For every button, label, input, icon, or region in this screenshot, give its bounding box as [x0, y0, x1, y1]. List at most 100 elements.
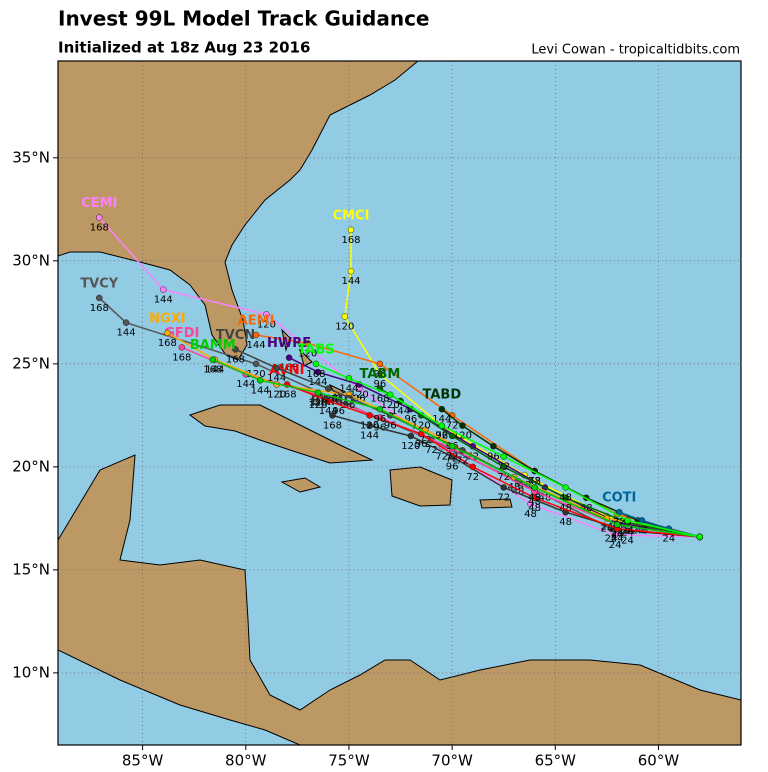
track-point	[273, 364, 280, 372]
model-label: TVCY	[80, 276, 118, 291]
hour-label: 144	[308, 377, 327, 388]
track-point	[438, 422, 446, 429]
hour-label: 48	[528, 492, 541, 503]
hour-label: 168	[370, 394, 389, 405]
hour-label: 48	[528, 503, 541, 514]
model-label: TABD	[422, 388, 461, 403]
hour-label: 24	[609, 540, 622, 551]
track-point	[376, 405, 384, 413]
track-point	[531, 484, 538, 491]
track-point	[314, 389, 322, 396]
y-tick-label: 30°N	[12, 251, 50, 269]
hour-label: 48	[559, 517, 572, 528]
hour-label: 120	[350, 389, 369, 400]
hour-label: 72	[497, 472, 510, 483]
y-tick-label: 35°N	[12, 148, 50, 166]
hour-label: 120	[381, 400, 400, 411]
hour-label: 120	[360, 420, 379, 431]
y-tick-label: 15°N	[12, 560, 50, 578]
track-point	[613, 521, 621, 528]
hour-label: 24	[611, 534, 624, 545]
hour-label: 144	[319, 406, 338, 417]
hour-label: 144	[391, 406, 410, 417]
track-point	[376, 370, 384, 378]
track-point	[209, 356, 216, 363]
hour-label: 144	[339, 383, 358, 394]
hour-label: 120	[401, 441, 420, 452]
x-tick-label: 65°W	[535, 752, 577, 769]
track-point	[345, 375, 353, 382]
track-point	[527, 500, 534, 508]
track-point	[160, 286, 167, 293]
hour-label: 24	[611, 530, 624, 541]
hour-label: 96	[487, 451, 500, 462]
track-point	[407, 432, 415, 440]
track-line	[212, 359, 700, 538]
y-tick-label: 10°N	[12, 663, 50, 681]
track-point	[490, 443, 497, 450]
north-america	[58, 61, 419, 361]
hour-label: 48	[512, 486, 525, 497]
hour-label: 48	[528, 497, 541, 508]
track-line	[98, 217, 700, 538]
model-label: AEMI	[238, 314, 275, 329]
model-label: GFDI	[164, 326, 199, 341]
hour-label: 72	[446, 420, 459, 431]
track-point	[366, 412, 373, 419]
track-point	[329, 412, 336, 419]
hour-label: 96	[446, 462, 459, 473]
track-point	[325, 397, 332, 405]
track-point	[304, 340, 311, 347]
track-point	[164, 329, 171, 337]
hour-label: 72	[435, 431, 448, 442]
track-point	[96, 294, 103, 302]
hour-label: 144	[205, 365, 224, 376]
hour-label: 72	[456, 455, 469, 466]
track-point	[178, 344, 186, 351]
jamaica	[280, 477, 322, 493]
track-line	[315, 363, 700, 538]
hour-label: 120	[335, 321, 354, 332]
hour-label: 72	[425, 445, 438, 456]
model-label: TABM	[360, 367, 401, 382]
hour-label: 48	[580, 503, 593, 514]
hour-label: 24	[621, 536, 634, 547]
track-point	[562, 484, 569, 491]
track-point	[341, 313, 349, 320]
track-point	[500, 453, 507, 460]
map: 24487296120144168CEMI24487296120144168CM…	[58, 61, 741, 745]
track-point	[122, 319, 130, 326]
hour-label: 24	[621, 527, 634, 538]
hour-label: 120	[298, 348, 317, 359]
track-point	[500, 484, 507, 491]
track-point	[347, 226, 355, 234]
model-label: CEMI	[81, 196, 117, 211]
track-point	[96, 214, 103, 221]
hour-label: 48	[539, 492, 552, 503]
hour-label: 48	[528, 492, 541, 503]
credit: Levi Cowan - tropicaltidbits.com	[531, 43, 740, 58]
hour-label: 144	[117, 328, 136, 339]
track-point	[314, 368, 322, 376]
track-point	[438, 405, 446, 413]
hour-label: 96	[404, 414, 417, 425]
hour-label: 168	[90, 223, 109, 234]
central-south-america	[58, 454, 741, 745]
x-tick-label: 85°W	[122, 752, 164, 769]
cuba	[188, 404, 374, 464]
hour-label: 168	[203, 365, 222, 376]
track-point	[448, 443, 456, 450]
track-point	[232, 346, 239, 353]
x-tick-label: 60°W	[638, 752, 680, 769]
hour-label: 168	[226, 354, 245, 365]
x-tick-label: 75°W	[328, 752, 370, 769]
hour-label: 72	[497, 462, 510, 473]
hour-label: 24	[611, 530, 624, 541]
hour-label: 168	[323, 420, 342, 431]
model-label: NGXI	[149, 311, 185, 326]
hour-label: 96	[374, 414, 387, 425]
puerto-rico	[479, 498, 513, 509]
track-point	[469, 463, 476, 471]
hour-label: 48	[559, 492, 572, 503]
hour-label: 168	[280, 363, 299, 374]
